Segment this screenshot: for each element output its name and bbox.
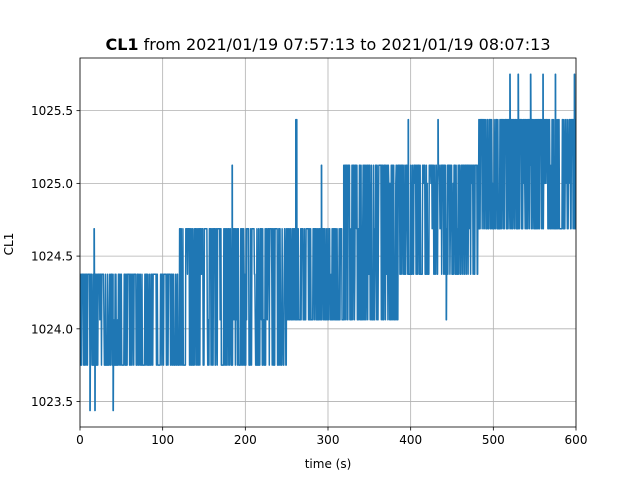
data-layer: [80, 73, 576, 412]
x-tick-label: 600: [565, 433, 588, 447]
y-tick-label: 1025.0: [31, 177, 73, 191]
series-line: [80, 73, 576, 412]
chart-title: CL1 from 2021/01/19 07:57:13 to 2021/01/…: [105, 35, 550, 54]
y-axis-label: CL1: [2, 233, 16, 256]
tick-layer: 0 100 200 300 400 500 600 1023.5 1024.0 1024.5 102…: [31, 104, 587, 447]
chart-title-bold: CL1: [105, 35, 138, 54]
x-tick-label: 500: [482, 433, 505, 447]
x-tick-label: 100: [151, 433, 174, 447]
y-tick-label: 1024.0: [31, 322, 73, 336]
grid-layer: [79, 58, 577, 427]
y-tick-label: 1025.5: [31, 104, 73, 118]
y-tick-label: 1024.5: [31, 250, 73, 264]
x-axis-label: time (s): [305, 457, 352, 471]
chart-title-rest: from 2021/01/19 07:57:13 to 2021/01/19 0…: [139, 35, 551, 54]
x-tick-label: 400: [399, 433, 422, 447]
x-tick-label: 200: [234, 433, 257, 447]
x-tick-label: 300: [317, 433, 340, 447]
x-tick-label: 0: [76, 433, 84, 447]
y-tick-label: 1023.5: [31, 395, 73, 409]
